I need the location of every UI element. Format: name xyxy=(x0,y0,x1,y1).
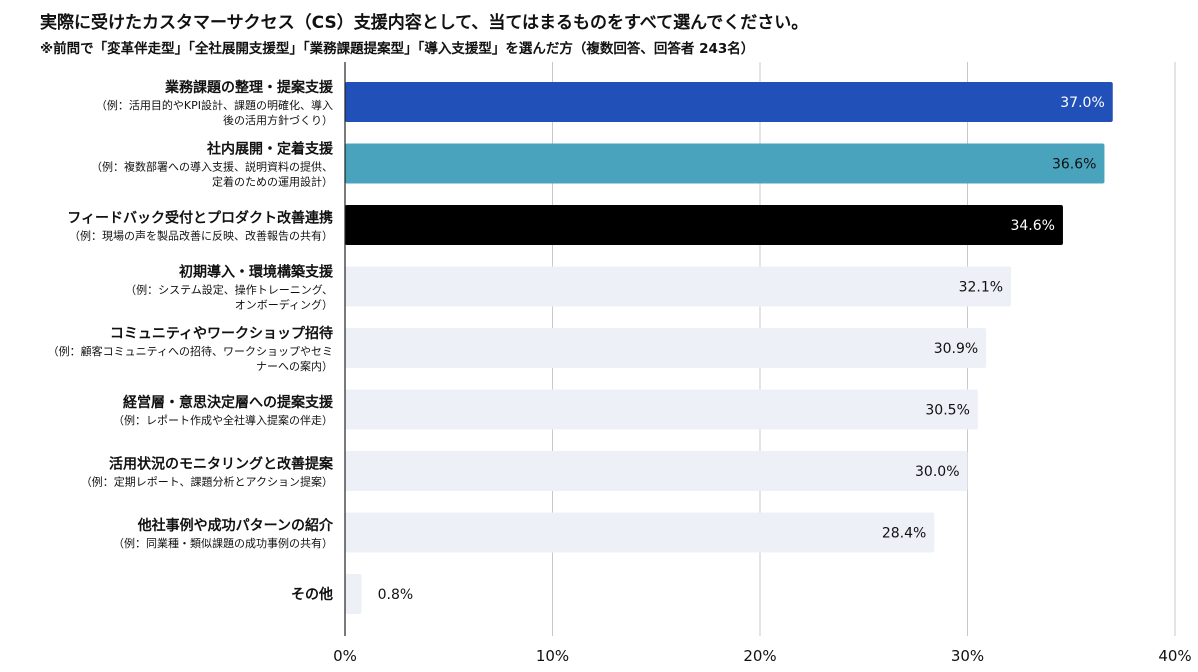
data-label: 28.4% xyxy=(882,526,926,542)
bar xyxy=(345,512,935,553)
category-label: フィードバック受付とプロダクト改善連携 xyxy=(67,210,333,227)
bar xyxy=(345,82,1113,122)
data-label: 34.6% xyxy=(1010,218,1054,234)
bar xyxy=(345,143,1105,184)
category-label: 初期導入・環境構築支援 xyxy=(179,264,334,281)
category-example: 定着のための運用設計） xyxy=(212,175,333,189)
data-label: 37.0% xyxy=(1060,95,1104,111)
bar xyxy=(345,266,1012,307)
category-label: 社内展開・定着支援 xyxy=(206,141,334,158)
category-label: その他 xyxy=(291,586,333,603)
bar xyxy=(345,574,362,614)
data-label: 36.6% xyxy=(1052,157,1096,173)
category-label: 業務課題の整理・提案支援 xyxy=(164,79,334,96)
category-example: （例：同業種・類似課題の成功事例の共有） xyxy=(113,536,333,550)
data-label: 32.1% xyxy=(959,280,1003,296)
category-example: （例：複数部署への導入支援、説明資料の提供、 xyxy=(91,160,333,174)
chart-subtitle: ※前問で「変革伴走型」「全社展開支援型」「業務課題提案型」「導入支援型」を選んだ… xyxy=(40,41,755,57)
bar xyxy=(345,451,968,491)
category-example: （例：定期レポート、課題分析とアクション提案） xyxy=(81,475,333,489)
category-example: （例：顧客コミュニティへの招待、ワークショップやセミ xyxy=(48,344,333,358)
category-example: （例：現場の声を製品改善に反映、改善報告の共有） xyxy=(69,229,333,243)
bar xyxy=(345,205,1063,245)
category-example: ナーへの案内） xyxy=(256,359,333,373)
category-example: オンボーディング） xyxy=(235,298,333,312)
category-label: コミュニティやワークショップ招待 xyxy=(110,325,333,342)
data-label: 30.5% xyxy=(925,403,969,419)
category-example: （例：システム設定、操作トレーニング、 xyxy=(125,283,333,297)
data-label: 30.0% xyxy=(915,464,959,480)
bar xyxy=(345,328,987,368)
x-tick-label: 20% xyxy=(743,647,776,665)
x-tick-label: 30% xyxy=(951,647,984,665)
x-tick-label: 40% xyxy=(1158,647,1191,665)
category-label: 経営層・意思決定層への提案支援 xyxy=(123,394,334,411)
category-label: 他社事例や成功パターンの紹介 xyxy=(137,517,334,534)
x-tick-label: 10% xyxy=(536,647,569,665)
x-tick-label: 0% xyxy=(333,647,357,665)
chart-title: 実際に受けたカスタマーサクセス（CS）支援内容として、当てはまるものをすべて選ん… xyxy=(40,13,809,33)
data-label: 0.8% xyxy=(378,587,414,603)
data-label: 30.9% xyxy=(934,341,978,357)
category-example: （例：レポート作成や全社導入提案の伴走） xyxy=(113,413,333,427)
category-example: 後の活用方針づくり） xyxy=(223,113,333,127)
category-label: 活用状況のモニタリングと改善提案 xyxy=(109,456,334,473)
category-example: （例：活用目的やKPI設計、課題の明確化、導入 xyxy=(96,98,333,112)
bar xyxy=(345,389,978,430)
